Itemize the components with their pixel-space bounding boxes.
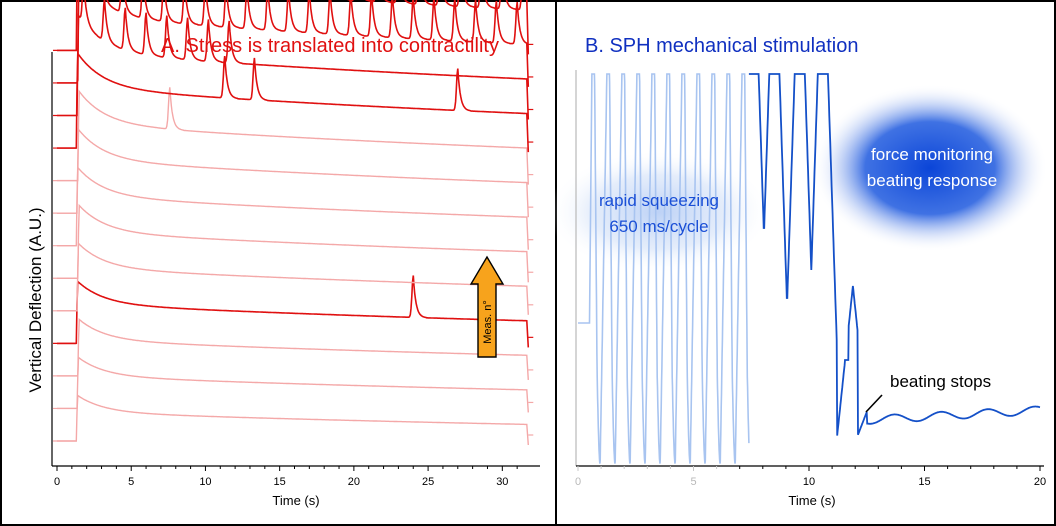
panel-a-x-ticks: 0 5 10 15 20 25 30 bbox=[54, 466, 518, 488]
panel-b-x-tick-label: 10 bbox=[803, 476, 815, 488]
panel-a-x-tick-label: 30 bbox=[496, 476, 508, 488]
panel-a-title: A. Stress is translated into contractili… bbox=[161, 35, 499, 57]
panel-a-trace bbox=[57, 203, 529, 283]
panel-a-x-tick-label: 5 bbox=[128, 476, 134, 488]
panel-b-x-tick-label: 5 bbox=[690, 476, 696, 488]
panel-a-trace bbox=[57, 51, 530, 153]
panel-a-trace bbox=[57, 356, 529, 413]
panel-a-trace bbox=[57, 394, 529, 446]
panel-a-border bbox=[0, 0, 557, 526]
panel-b-x-tick-label: 0 bbox=[575, 476, 581, 488]
panel-b-x-tick-label: 20 bbox=[1034, 476, 1046, 488]
response-trace bbox=[748, 73, 1041, 436]
panel-a-trace bbox=[57, 165, 529, 250]
response-glow bbox=[812, 84, 1048, 252]
response-label: beating response bbox=[867, 171, 997, 190]
panel-a-trace bbox=[57, 241, 529, 315]
panel-a: A. Stress is translated into contractili… bbox=[0, 0, 557, 526]
panel-b-x-tick-label: 15 bbox=[918, 476, 930, 488]
panel-a-trace bbox=[57, 0, 530, 55]
panel-a-trace bbox=[57, 318, 529, 380]
panel-a-xlabel: Time (s) bbox=[272, 493, 319, 508]
measurement-arrow: Meas. n° bbox=[469, 255, 505, 358]
panel-a-x-tick-label: 20 bbox=[348, 476, 360, 488]
panel-a-trace bbox=[57, 87, 529, 185]
panel-a-trace bbox=[57, 275, 530, 348]
monitoring-label: force monitoring bbox=[871, 145, 993, 164]
panel-b-border bbox=[555, 0, 1056, 526]
squeezing-label: rapid squeezing bbox=[599, 191, 719, 210]
cycle-label: 650 ms/cycle bbox=[609, 217, 708, 236]
panel-a-traces bbox=[53, 0, 534, 446]
panel-a-trace bbox=[57, 127, 529, 218]
panel-a-x-tick-label: 0 bbox=[54, 476, 60, 488]
panel-b-xlabel: Time (s) bbox=[788, 493, 835, 508]
arrow-up-icon bbox=[469, 255, 505, 358]
panel-a-trace bbox=[57, 0, 530, 120]
panel-a-trace bbox=[57, 0, 530, 87]
panel-a-x-tick-label: 25 bbox=[422, 476, 434, 488]
panel-a-x-tick-label: 10 bbox=[199, 476, 211, 488]
stop-pointer bbox=[865, 394, 883, 413]
panel-a-x-tick-label: 15 bbox=[274, 476, 286, 488]
arrow-label: Meas. n° bbox=[482, 300, 494, 344]
panel-a-ylabel: Vertical Deflection (A.U.) bbox=[26, 207, 45, 392]
panel-b-title: B. SPH mechanical stimulation bbox=[585, 35, 858, 57]
stop-label: beating stops bbox=[890, 372, 991, 391]
squeezing-trace bbox=[578, 73, 750, 464]
panel-b-x-ticks: 0 5 10 15 20 bbox=[575, 466, 1046, 488]
panel-b-traces bbox=[578, 73, 1041, 464]
panel-b: B. SPH mechanical stimulation 0 5 10 15 20 r… bbox=[547, 0, 1056, 526]
squeezing-glow bbox=[547, 150, 771, 274]
